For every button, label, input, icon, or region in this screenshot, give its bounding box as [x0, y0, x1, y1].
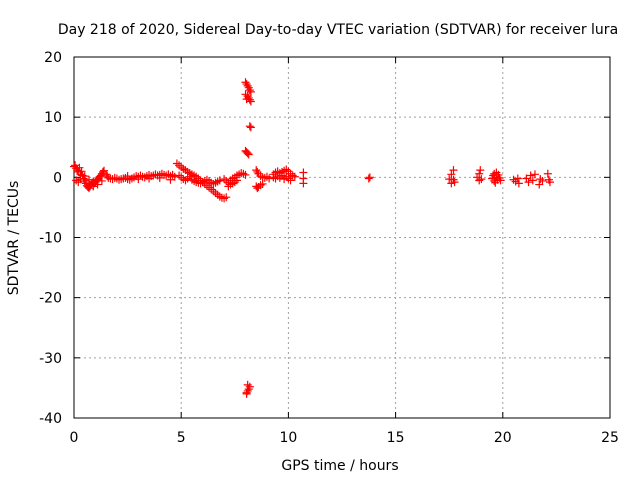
- data-point: [89, 182, 98, 191]
- data-point: [209, 187, 218, 196]
- data-point: [477, 175, 486, 184]
- data-point: [492, 168, 501, 177]
- data-point: [123, 172, 132, 181]
- data-point: [476, 166, 485, 175]
- data-point: [239, 169, 248, 178]
- x-tick-label: 20: [494, 430, 512, 446]
- chart-title: Day 218 of 2020, Sidereal Day-to-day VTE…: [58, 22, 618, 38]
- data-point: [222, 193, 231, 202]
- data-point: [172, 159, 181, 168]
- data-point: [243, 380, 252, 389]
- data-point: [121, 173, 130, 182]
- data-point: [246, 123, 255, 132]
- data-point: [76, 175, 85, 184]
- data-point: [252, 166, 261, 175]
- data-point: [145, 174, 154, 183]
- y-tick-label: 20: [44, 50, 62, 66]
- data-point: [530, 170, 539, 179]
- data-point: [246, 87, 255, 96]
- data-point: [157, 169, 166, 178]
- data-point: [241, 170, 250, 179]
- data-point: [220, 194, 229, 203]
- data-point: [449, 175, 458, 184]
- data-point: [211, 188, 220, 197]
- y-axis-label: SDTVAR / TECUs: [6, 181, 22, 296]
- data-point: [526, 171, 535, 180]
- data-point: [175, 171, 184, 180]
- grid: [74, 57, 610, 418]
- y-tick-label: 0: [53, 170, 62, 186]
- data-point: [364, 174, 373, 183]
- data-point: [258, 173, 267, 182]
- data-point: [170, 172, 179, 181]
- data-point: [496, 176, 505, 185]
- data-point: [286, 176, 295, 185]
- x-tick-label: 5: [177, 430, 186, 446]
- data-point: [490, 174, 499, 183]
- y-tick-label: -30: [39, 351, 62, 367]
- data-point: [155, 173, 164, 182]
- data-point: [97, 176, 106, 185]
- data-point: [77, 167, 86, 176]
- data-point: [215, 192, 224, 201]
- data-point: [232, 176, 241, 185]
- data-point: [115, 175, 124, 184]
- data-point: [514, 179, 523, 188]
- x-axis-label: GPS time / hours: [281, 458, 398, 474]
- data-point: [543, 169, 552, 178]
- data-point: [447, 170, 456, 179]
- data-point: [445, 175, 454, 184]
- data-point: [545, 178, 554, 187]
- data-point: [85, 175, 94, 184]
- data-point: [524, 178, 533, 187]
- data-point: [253, 167, 262, 176]
- data-point: [151, 170, 160, 179]
- data-point: [110, 173, 119, 182]
- data-point: [242, 95, 251, 104]
- data-point: [80, 172, 89, 181]
- x-tick-label: 15: [387, 430, 405, 446]
- data-point: [528, 176, 537, 185]
- y-tick-label: 10: [44, 110, 62, 126]
- data-point: [215, 176, 224, 185]
- y-tick-label: -10: [39, 231, 62, 247]
- x-tick-label: 25: [601, 430, 619, 446]
- data-point: [245, 86, 254, 95]
- axis-ticks: 0 5 10 15 20 25 -40 -30 -20 -10 0 10 20: [39, 50, 619, 446]
- data-point: [246, 97, 255, 106]
- data-point: [166, 175, 175, 184]
- data-point: [290, 172, 299, 181]
- x-tick-label: 10: [279, 430, 297, 446]
- x-tick-label: 0: [70, 430, 79, 446]
- data-point: [175, 161, 184, 170]
- data-point: [136, 171, 145, 180]
- data-point: [365, 173, 374, 182]
- y-tick-label: -40: [39, 411, 62, 427]
- data-point: [241, 90, 250, 99]
- data-point: [243, 149, 252, 158]
- data-point: [538, 176, 547, 185]
- data-point: [245, 122, 254, 131]
- data-point: [299, 179, 308, 188]
- data-point: [242, 389, 251, 398]
- data-point: [536, 175, 545, 184]
- data-point: [513, 174, 522, 183]
- data-point: [134, 175, 143, 184]
- data-point: [243, 81, 252, 90]
- data-point: [260, 173, 269, 182]
- data-point: [244, 150, 253, 159]
- data-point: [449, 166, 458, 175]
- data-point: [93, 180, 102, 189]
- y-tick-label: -20: [39, 291, 62, 307]
- data-points: [70, 78, 554, 398]
